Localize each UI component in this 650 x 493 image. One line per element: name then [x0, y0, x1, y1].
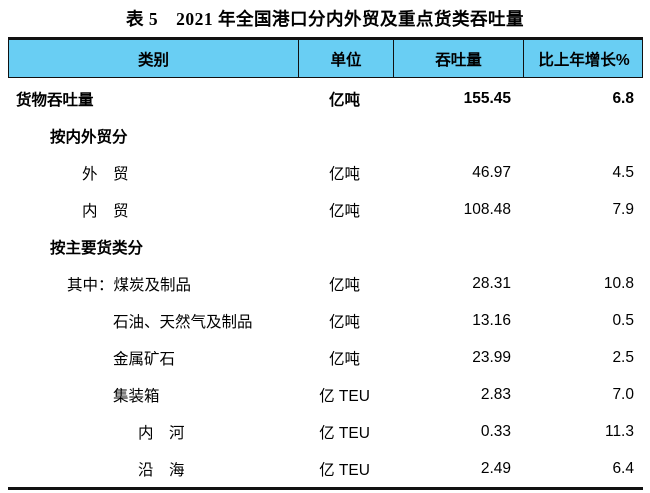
header-cell-throughput: 吞吐量 — [393, 40, 523, 77]
header-cell-unit: 单位 — [298, 40, 393, 77]
row-label: 沿 海 — [138, 461, 185, 479]
header-cell-growth: 比上年增长% — [523, 40, 644, 77]
row-throughput: 28.31 — [472, 274, 511, 292]
row-unit: 亿吨 — [328, 91, 360, 109]
table-header-row: 类别 单位 吞吐量 比上年增长% — [8, 37, 643, 78]
table-row: 按内外贸分 — [8, 117, 643, 154]
row-unit: 亿 TEU — [319, 424, 370, 442]
row-label: 集装箱 — [113, 387, 160, 405]
table-row: 集装箱 亿 TEU 2.83 7.0 — [8, 376, 643, 413]
row-throughput: 13.16 — [472, 311, 511, 329]
row-unit: 亿吨 — [328, 313, 360, 331]
row-unit: 亿吨 — [328, 350, 360, 368]
table-row: 石油、天然气及制品 亿吨 13.16 0.5 — [8, 302, 643, 339]
row-growth: 7.9 — [612, 200, 634, 218]
row-throughput: 155.45 — [463, 89, 511, 107]
row-label: 其中：煤炭及制品 — [67, 276, 192, 294]
row-unit: 亿吨 — [328, 276, 360, 294]
row-unit: 亿 TEU — [319, 387, 370, 405]
table-body: 货物吞吐量 亿吨 155.45 6.8 按内外贸分外 贸亿吨 46.97 4.5 内 贸亿吨 1… — [8, 78, 643, 490]
row-throughput: 2.83 — [480, 385, 511, 403]
row-growth: 4.5 — [612, 163, 634, 181]
table-row: 沿 海 亿 TEU 2.49 6.4 — [8, 450, 643, 487]
row-growth: 2.5 — [612, 348, 634, 366]
row-growth: 6.8 — [612, 89, 634, 107]
row-unit: 亿 TEU — [319, 461, 370, 479]
row-label: 外 贸 — [82, 165, 129, 183]
row-label: 内 河 — [138, 424, 185, 442]
port-throughput-table: 类别 单位 吞吐量 比上年增长% 货物吞吐量 亿吨 155.45 6.8 按内外贸分外 … — [8, 37, 643, 490]
row-throughput: 2.49 — [480, 459, 511, 477]
header-cell-category: 类别 — [137, 51, 169, 69]
table-row: 外 贸 亿吨 46.97 4.5 — [8, 154, 643, 191]
table-row: 内 贸 亿吨 108.48 7.9 — [8, 191, 643, 228]
row-growth: 6.4 — [612, 459, 634, 477]
table-row: 货物吞吐量 亿吨 155.45 6.8 — [8, 80, 643, 117]
row-unit: 亿吨 — [328, 165, 360, 183]
row-throughput: 0.33 — [480, 422, 511, 440]
row-unit: 亿吨 — [328, 202, 360, 220]
row-label: 石油、天然气及制品 — [113, 313, 253, 331]
table-row: 其中：煤炭及制品 亿吨 28.31 10.8 — [8, 265, 643, 302]
row-growth: 0.5 — [612, 311, 634, 329]
row-label: 金属矿石 — [113, 350, 176, 368]
table-row: 按主要货类分 — [8, 228, 643, 265]
table-title: 表 5 2021 年全国港口分内外贸及重点货类吞吐量 — [126, 9, 524, 29]
table-row: 内 河 亿 TEU 0.33 11.3 — [8, 413, 643, 450]
row-growth: 7.0 — [612, 385, 634, 403]
row-label: 内 贸 — [82, 202, 129, 220]
row-label: 按主要货类分 — [50, 239, 144, 257]
row-growth: 10.8 — [603, 274, 634, 292]
row-growth: 11.3 — [604, 422, 634, 440]
row-throughput: 108.48 — [463, 200, 511, 218]
row-label: 按内外贸分 — [50, 128, 128, 146]
table-row: 金属矿石 亿吨 23.99 2.5 — [8, 339, 643, 376]
row-label: 货物吞吐量 — [16, 91, 94, 109]
row-throughput: 23.99 — [472, 348, 511, 366]
row-throughput: 46.97 — [472, 163, 511, 181]
